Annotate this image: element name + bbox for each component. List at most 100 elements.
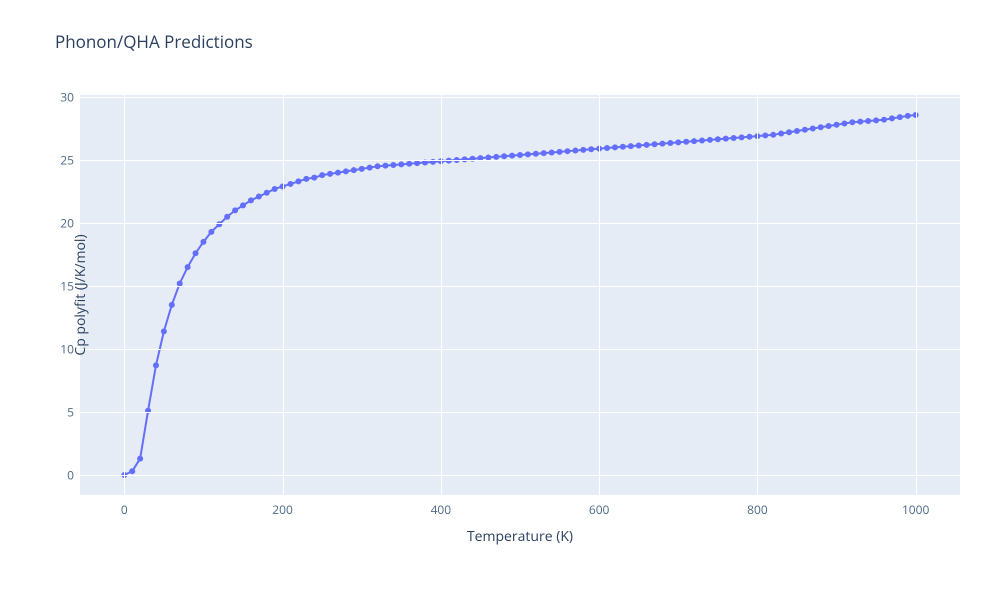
data-point[interactable] [248, 197, 254, 203]
plot-area[interactable] [80, 95, 960, 495]
gridline-vertical [757, 95, 758, 495]
data-point[interactable] [873, 117, 879, 123]
data-point[interactable] [557, 149, 563, 155]
data-point[interactable] [762, 132, 768, 138]
data-point[interactable] [232, 207, 238, 213]
data-point[interactable] [335, 170, 341, 176]
data-point[interactable] [517, 152, 523, 158]
data-point[interactable] [604, 145, 610, 151]
data-point[interactable] [129, 468, 135, 474]
data-point[interactable] [580, 147, 586, 153]
x-tick-label: 1000 [902, 501, 929, 518]
x-tick-label: 200 [272, 501, 293, 518]
data-point[interactable] [311, 175, 317, 181]
data-point[interactable] [153, 362, 159, 368]
chart-title: Phonon/QHA Predictions [55, 30, 253, 53]
data-point[interactable] [367, 165, 373, 171]
data-point[interactable] [691, 138, 697, 144]
data-point[interactable] [786, 129, 792, 135]
data-point[interactable] [200, 239, 206, 245]
x-tick-label: 400 [431, 501, 452, 518]
data-point[interactable] [857, 119, 863, 125]
data-point[interactable] [652, 141, 658, 147]
data-point[interactable] [303, 176, 309, 182]
y-tick-label: 15 [56, 277, 74, 294]
data-point[interactable] [636, 143, 642, 149]
data-point[interactable] [288, 181, 294, 187]
data-point[interactable] [683, 139, 689, 145]
data-point[interactable] [169, 302, 175, 308]
data-point[interactable] [644, 142, 650, 148]
x-tick-label: 0 [121, 501, 128, 518]
data-point[interactable] [533, 151, 539, 157]
data-point[interactable] [351, 167, 357, 173]
data-point[interactable] [834, 122, 840, 128]
series-line [124, 115, 915, 475]
data-point[interactable] [865, 118, 871, 124]
data-point[interactable] [897, 114, 903, 120]
data-point[interactable] [818, 124, 824, 130]
data-point[interactable] [240, 202, 246, 208]
data-point[interactable] [723, 136, 729, 142]
data-point[interactable] [802, 127, 808, 133]
data-point[interactable] [493, 154, 499, 160]
data-point[interactable] [628, 143, 634, 149]
data-point[interactable] [612, 144, 618, 150]
data-point[interactable] [137, 456, 143, 462]
gridline-horizontal [80, 97, 960, 98]
data-point[interactable] [810, 126, 816, 132]
data-point[interactable] [572, 148, 578, 154]
data-point[interactable] [185, 264, 191, 270]
gridline-horizontal [80, 349, 960, 350]
data-point[interactable] [343, 168, 349, 174]
data-point[interactable] [193, 250, 199, 256]
data-point[interactable] [398, 161, 404, 167]
data-point[interactable] [208, 229, 214, 235]
data-point[interactable] [327, 171, 333, 177]
data-point[interactable] [256, 194, 262, 200]
data-point[interactable] [264, 190, 270, 196]
data-point[interactable] [620, 144, 626, 150]
data-point[interactable] [841, 120, 847, 126]
data-point[interactable] [675, 139, 681, 145]
data-point[interactable] [564, 148, 570, 154]
data-point[interactable] [295, 178, 301, 184]
data-point[interactable] [715, 136, 721, 142]
data-point[interactable] [731, 135, 737, 141]
data-point[interactable] [739, 134, 745, 140]
data-point[interactable] [905, 113, 911, 119]
data-point[interactable] [509, 153, 515, 159]
gridline-vertical [916, 95, 917, 495]
data-point[interactable] [889, 115, 895, 121]
chart-container: Phonon/QHA Predictions Temperature (K) C… [0, 0, 1000, 600]
gridline-vertical [124, 95, 125, 495]
data-point[interactable] [359, 166, 365, 172]
gridline-vertical [283, 95, 284, 495]
data-point[interactable] [849, 119, 855, 125]
data-point[interactable] [224, 214, 230, 220]
data-point[interactable] [272, 186, 278, 192]
data-point[interactable] [659, 141, 665, 147]
data-point[interactable] [588, 146, 594, 152]
y-tick-label: 10 [56, 340, 74, 357]
data-point[interactable] [770, 132, 776, 138]
data-point[interactable] [161, 328, 167, 334]
data-point[interactable] [778, 131, 784, 137]
data-point[interactable] [414, 160, 420, 166]
data-point[interactable] [525, 151, 531, 157]
data-point[interactable] [382, 163, 388, 169]
data-point[interactable] [549, 149, 555, 155]
data-point[interactable] [390, 162, 396, 168]
data-point[interactable] [375, 163, 381, 169]
data-point[interactable] [319, 172, 325, 178]
data-point[interactable] [406, 161, 412, 167]
data-point[interactable] [699, 137, 705, 143]
data-point[interactable] [541, 150, 547, 156]
data-point[interactable] [826, 123, 832, 129]
data-point[interactable] [881, 117, 887, 123]
data-point[interactable] [707, 137, 713, 143]
data-point[interactable] [667, 140, 673, 146]
data-point[interactable] [747, 134, 753, 140]
data-point[interactable] [794, 128, 800, 134]
data-point[interactable] [501, 153, 507, 159]
